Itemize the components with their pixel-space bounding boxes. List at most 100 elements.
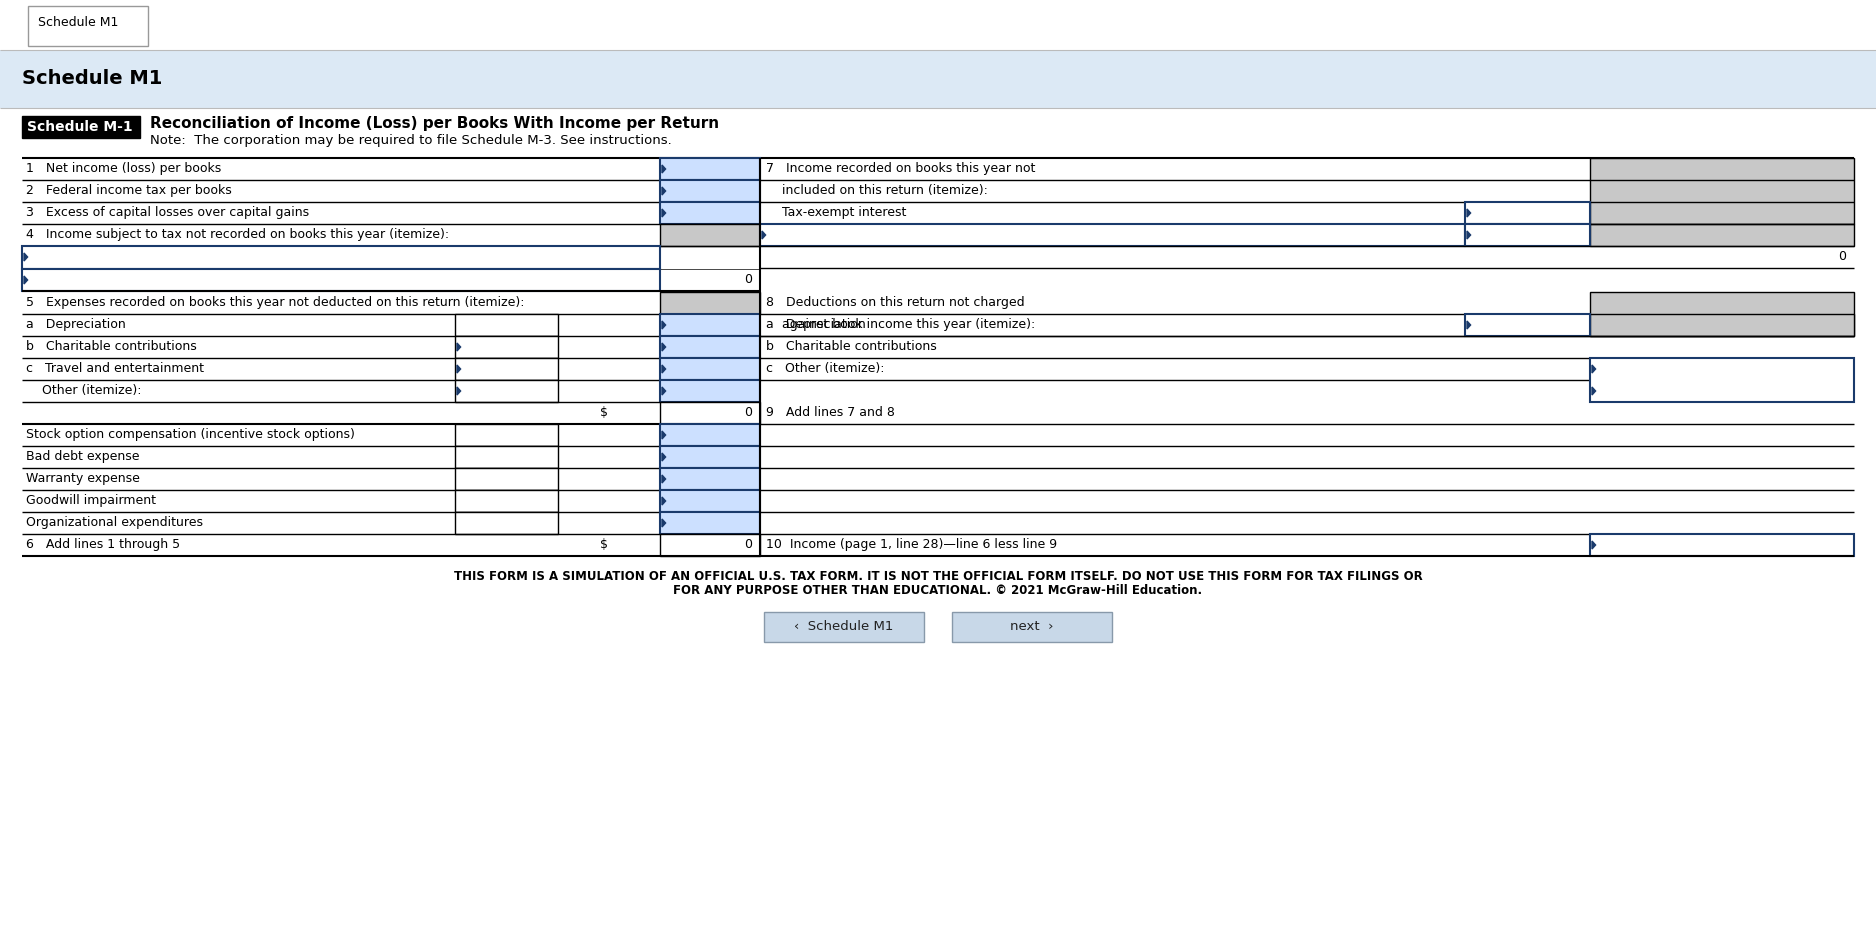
Text: $: $: [600, 538, 608, 551]
Text: Organizational expenditures: Organizational expenditures: [26, 516, 203, 529]
Polygon shape: [24, 276, 28, 284]
Bar: [660, 512, 760, 534]
Polygon shape: [1467, 209, 1471, 217]
Polygon shape: [662, 475, 666, 483]
Text: next  ›: next ›: [1011, 621, 1054, 634]
Text: Schedule M1: Schedule M1: [38, 16, 118, 29]
Polygon shape: [662, 387, 666, 395]
Text: 0: 0: [745, 406, 752, 419]
Bar: [456, 358, 557, 380]
Polygon shape: [662, 165, 666, 173]
Polygon shape: [1593, 387, 1596, 395]
Text: $: $: [600, 406, 608, 419]
Polygon shape: [458, 387, 461, 395]
Bar: [456, 512, 557, 534]
Bar: [660, 336, 760, 358]
Bar: [1465, 314, 1591, 336]
Bar: [456, 314, 557, 336]
Polygon shape: [662, 209, 666, 217]
Bar: [660, 380, 760, 402]
Text: Tax-exempt interest: Tax-exempt interest: [765, 206, 906, 219]
Polygon shape: [662, 431, 666, 439]
Text: Warranty expense: Warranty expense: [26, 472, 141, 485]
Text: THIS FORM IS A SIMULATION OF AN OFFICIAL U.S. TAX FORM. IT IS NOT THE OFFICIAL F: THIS FORM IS A SIMULATION OF AN OFFICIAL…: [454, 570, 1422, 583]
Polygon shape: [662, 187, 666, 195]
Bar: [456, 336, 557, 358]
Bar: [28, 6, 148, 46]
Bar: [660, 224, 760, 246]
Text: a   Depreciation: a Depreciation: [765, 318, 865, 331]
Bar: [1591, 314, 1853, 336]
Bar: [456, 380, 557, 402]
Polygon shape: [662, 519, 666, 527]
Bar: [1591, 358, 1853, 402]
Bar: [1465, 224, 1591, 246]
Bar: [660, 490, 760, 512]
Bar: [1591, 158, 1853, 224]
Bar: [660, 534, 760, 556]
Text: c   Other (itemize):: c Other (itemize):: [765, 362, 884, 375]
Text: 0: 0: [745, 538, 752, 551]
Bar: [456, 424, 557, 446]
Polygon shape: [1467, 321, 1471, 329]
Text: 4   Income subject to tax not recorded on books this year (itemize):: 4 Income subject to tax not recorded on …: [26, 228, 448, 241]
Bar: [660, 468, 760, 490]
Polygon shape: [762, 231, 765, 239]
Bar: [456, 468, 557, 490]
Text: 8   Deductions on this return not charged: 8 Deductions on this return not charged: [765, 296, 1024, 309]
Text: 7   Income recorded on books this year not: 7 Income recorded on books this year not: [765, 162, 1036, 175]
Bar: [951, 612, 1112, 642]
Text: Schedule M-1: Schedule M-1: [26, 120, 133, 134]
Bar: [764, 612, 925, 642]
Bar: [660, 314, 760, 336]
Text: b   Charitable contributions: b Charitable contributions: [765, 340, 936, 353]
Bar: [660, 158, 760, 180]
Text: 1   Net income (loss) per books: 1 Net income (loss) per books: [26, 162, 221, 175]
Text: included on this return (itemize):: included on this return (itemize):: [765, 184, 989, 197]
Bar: [456, 490, 557, 512]
Text: Schedule M1: Schedule M1: [23, 69, 163, 89]
Bar: [660, 180, 760, 202]
Polygon shape: [662, 453, 666, 461]
Text: a   Depreciation: a Depreciation: [26, 318, 126, 331]
Bar: [1591, 224, 1853, 246]
Text: Goodwill impairment: Goodwill impairment: [26, 494, 156, 507]
Polygon shape: [662, 321, 666, 329]
Bar: [23, 116, 141, 138]
Bar: [660, 424, 760, 446]
Bar: [1591, 534, 1853, 556]
Bar: [760, 224, 1465, 246]
Bar: [660, 358, 760, 380]
Text: Reconciliation of Income (Loss) per Books With Income per Return: Reconciliation of Income (Loss) per Book…: [150, 116, 719, 131]
Bar: [456, 446, 557, 468]
Text: 0: 0: [745, 273, 752, 286]
Bar: [660, 402, 760, 424]
Bar: [0, 50, 1876, 108]
Text: FOR ANY PURPOSE OTHER THAN EDUCATIONAL. © 2021 McGraw-Hill Education.: FOR ANY PURPOSE OTHER THAN EDUCATIONAL. …: [673, 584, 1203, 597]
Text: 3   Excess of capital losses over capital gains: 3 Excess of capital losses over capital …: [26, 206, 310, 219]
Polygon shape: [662, 497, 666, 505]
Text: 0: 0: [1838, 250, 1846, 263]
Text: against book income this year (itemize):: against book income this year (itemize):: [765, 318, 1036, 331]
Text: Bad debt expense: Bad debt expense: [26, 450, 139, 463]
Text: Note:  The corporation may be required to file Schedule M-3. See instructions.: Note: The corporation may be required to…: [150, 134, 672, 147]
Bar: [660, 292, 760, 314]
Text: 10  Income (page 1, line 28)—line 6 less line 9: 10 Income (page 1, line 28)—line 6 less …: [765, 538, 1056, 551]
Text: 2   Federal income tax per books: 2 Federal income tax per books: [26, 184, 233, 197]
Bar: [1591, 292, 1853, 336]
Polygon shape: [662, 365, 666, 373]
Text: c   Travel and entertainment: c Travel and entertainment: [26, 362, 204, 375]
Text: b   Charitable contributions: b Charitable contributions: [26, 340, 197, 353]
Polygon shape: [458, 365, 461, 373]
Polygon shape: [1593, 365, 1596, 373]
Polygon shape: [662, 343, 666, 351]
Bar: [23, 246, 660, 269]
Polygon shape: [458, 343, 461, 351]
Text: Stock option compensation (incentive stock options): Stock option compensation (incentive sto…: [26, 428, 355, 441]
Text: Other (itemize):: Other (itemize):: [26, 384, 141, 397]
Text: 9   Add lines 7 and 8: 9 Add lines 7 and 8: [765, 406, 895, 419]
Polygon shape: [24, 253, 28, 261]
Bar: [1465, 202, 1591, 224]
Bar: [23, 269, 660, 291]
Bar: [660, 446, 760, 468]
